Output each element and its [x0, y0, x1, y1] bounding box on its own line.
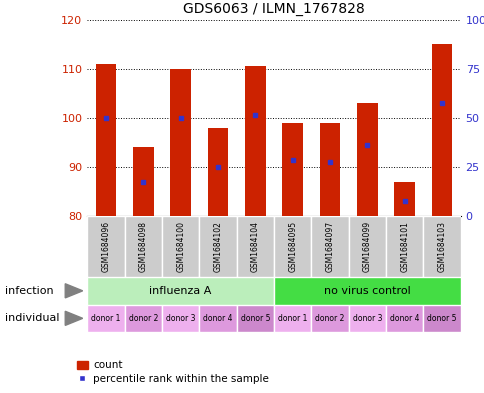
Bar: [170, 69, 191, 216]
Polygon shape: [65, 284, 82, 298]
Bar: [207, 128, 228, 216]
Text: donor 1: donor 1: [277, 314, 307, 323]
Bar: [87, 216, 124, 277]
Text: no virus control: no virus control: [323, 286, 410, 296]
Text: GSM1684095: GSM1684095: [287, 221, 297, 272]
Bar: [162, 216, 199, 277]
Text: donor 4: donor 4: [203, 314, 232, 323]
Bar: [124, 305, 162, 332]
Bar: [273, 305, 311, 332]
Bar: [393, 182, 414, 216]
Bar: [431, 44, 452, 216]
Bar: [124, 216, 162, 277]
Text: GSM1684097: GSM1684097: [325, 221, 334, 272]
Text: GSM1684101: GSM1684101: [399, 221, 408, 272]
Text: GSM1684103: GSM1684103: [437, 221, 446, 272]
Text: donor 1: donor 1: [91, 314, 121, 323]
Bar: [385, 216, 423, 277]
Text: GSM1684098: GSM1684098: [138, 221, 148, 272]
Bar: [244, 66, 265, 216]
Bar: [87, 277, 273, 305]
Text: GSM1684100: GSM1684100: [176, 221, 185, 272]
Bar: [87, 305, 124, 332]
Legend: count, percentile rank within the sample: count, percentile rank within the sample: [73, 356, 272, 388]
Bar: [423, 305, 460, 332]
Bar: [348, 305, 385, 332]
Bar: [319, 123, 340, 216]
Text: donor 4: donor 4: [389, 314, 419, 323]
Bar: [385, 305, 423, 332]
Bar: [273, 216, 311, 277]
Text: individual: individual: [5, 313, 59, 323]
Text: donor 5: donor 5: [240, 314, 270, 323]
Bar: [311, 216, 348, 277]
Bar: [311, 305, 348, 332]
Bar: [282, 123, 302, 216]
Bar: [423, 216, 460, 277]
Text: GSM1684099: GSM1684099: [362, 221, 371, 272]
Bar: [95, 64, 116, 216]
Bar: [236, 305, 273, 332]
Text: donor 3: donor 3: [166, 314, 195, 323]
Text: GSM1684096: GSM1684096: [101, 221, 110, 272]
Bar: [199, 216, 236, 277]
Bar: [236, 216, 273, 277]
Bar: [199, 305, 236, 332]
Text: donor 5: donor 5: [426, 314, 456, 323]
Bar: [273, 277, 460, 305]
Text: donor 2: donor 2: [315, 314, 344, 323]
Bar: [162, 305, 199, 332]
Text: donor 3: donor 3: [352, 314, 381, 323]
Text: infection: infection: [5, 286, 53, 296]
Title: GDS6063 / ILMN_1767828: GDS6063 / ILMN_1767828: [183, 2, 364, 16]
Bar: [356, 103, 377, 216]
Text: GSM1684102: GSM1684102: [213, 221, 222, 272]
Bar: [133, 147, 153, 216]
Text: influenza A: influenza A: [149, 286, 212, 296]
Text: donor 2: donor 2: [128, 314, 158, 323]
Bar: [348, 216, 385, 277]
Text: GSM1684104: GSM1684104: [250, 221, 259, 272]
Polygon shape: [65, 311, 82, 325]
